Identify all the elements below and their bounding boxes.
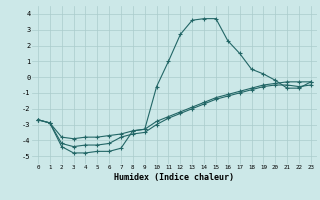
X-axis label: Humidex (Indice chaleur): Humidex (Indice chaleur) [115,173,234,182]
